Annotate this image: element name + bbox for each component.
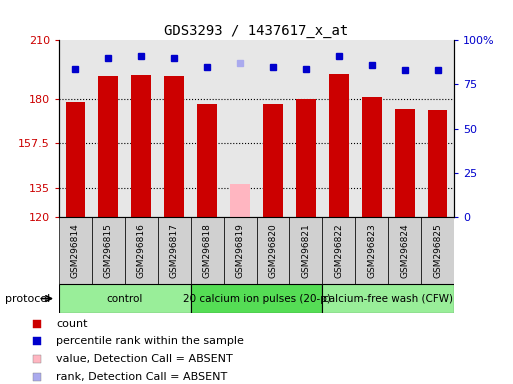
Text: GSM296816: GSM296816 — [137, 223, 146, 278]
Bar — [256, 217, 289, 284]
Bar — [322, 40, 355, 217]
Bar — [98, 76, 118, 217]
Bar — [197, 104, 217, 217]
Text: calcium-free wash (CFW): calcium-free wash (CFW) — [323, 293, 453, 304]
Bar — [158, 217, 191, 284]
Bar — [191, 284, 322, 313]
Bar — [59, 40, 92, 217]
Bar — [428, 110, 447, 217]
Text: GSM296821: GSM296821 — [301, 223, 310, 278]
Text: protocol: protocol — [5, 293, 50, 304]
Bar — [66, 102, 85, 217]
Bar — [355, 217, 388, 284]
Text: value, Detection Call = ABSENT: value, Detection Call = ABSENT — [56, 354, 233, 364]
Bar — [388, 40, 421, 217]
Bar — [164, 76, 184, 217]
Bar — [59, 217, 92, 284]
Bar — [230, 184, 250, 217]
Bar — [92, 40, 125, 217]
Text: 20 calcium ion pulses (20-p): 20 calcium ion pulses (20-p) — [183, 293, 330, 304]
Bar — [322, 284, 454, 313]
Bar — [329, 74, 349, 217]
Bar — [256, 40, 289, 217]
Text: GSM296824: GSM296824 — [400, 223, 409, 278]
Bar — [92, 217, 125, 284]
Bar — [263, 104, 283, 217]
Bar — [355, 40, 388, 217]
Text: GSM296818: GSM296818 — [203, 223, 212, 278]
Text: control: control — [107, 293, 143, 304]
Bar — [59, 284, 191, 313]
Bar — [125, 40, 157, 217]
Text: GSM296822: GSM296822 — [334, 223, 343, 278]
Bar — [191, 40, 224, 217]
Bar — [322, 217, 355, 284]
Text: GSM296815: GSM296815 — [104, 223, 113, 278]
Bar — [157, 40, 191, 217]
Text: GSM296823: GSM296823 — [367, 223, 376, 278]
Text: rank, Detection Call = ABSENT: rank, Detection Call = ABSENT — [56, 372, 228, 382]
Bar — [394, 109, 415, 217]
Text: GSM296819: GSM296819 — [235, 223, 245, 278]
Text: GSM296817: GSM296817 — [170, 223, 179, 278]
Text: GSM296814: GSM296814 — [71, 223, 80, 278]
Text: GSM296820: GSM296820 — [268, 223, 278, 278]
Bar — [421, 40, 454, 217]
Bar — [224, 217, 256, 284]
Bar — [224, 40, 256, 217]
Text: percentile rank within the sample: percentile rank within the sample — [56, 336, 244, 346]
Bar — [296, 99, 315, 217]
Bar — [131, 74, 151, 217]
Text: count: count — [56, 319, 88, 329]
Bar — [421, 217, 454, 284]
Bar — [388, 217, 421, 284]
Bar — [125, 217, 158, 284]
Bar — [289, 40, 322, 217]
Bar — [362, 97, 382, 217]
Text: GSM296825: GSM296825 — [433, 223, 442, 278]
Bar — [289, 217, 322, 284]
Title: GDS3293 / 1437617_x_at: GDS3293 / 1437617_x_at — [164, 24, 349, 38]
Bar — [191, 217, 224, 284]
